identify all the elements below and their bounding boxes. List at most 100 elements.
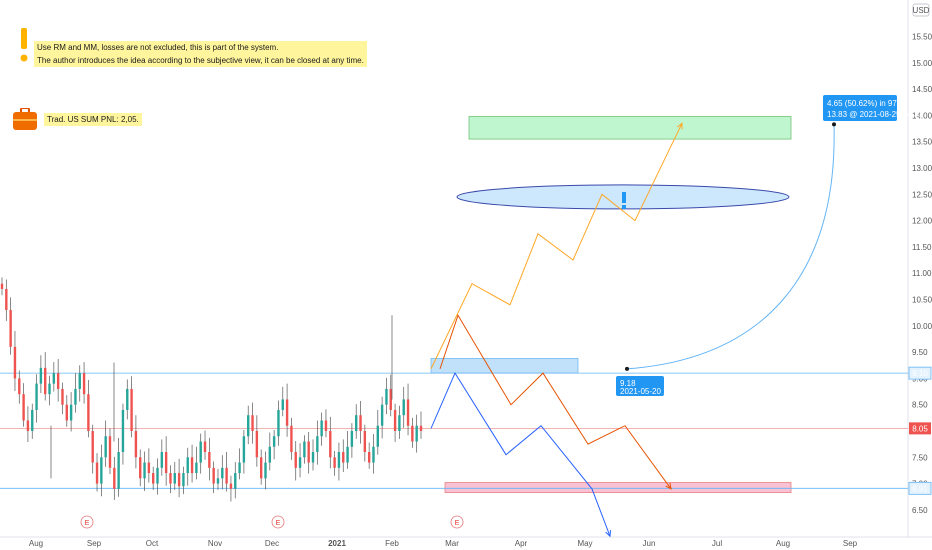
candle xyxy=(264,462,267,479)
x-tick-label: Jun xyxy=(643,539,656,548)
candle xyxy=(333,457,336,468)
candle xyxy=(277,409,280,437)
exclamation-mark-bar xyxy=(622,192,626,203)
candle xyxy=(247,415,250,437)
candle xyxy=(117,452,120,489)
candle xyxy=(251,415,254,431)
candle xyxy=(285,399,289,426)
candle xyxy=(91,431,94,463)
candle xyxy=(186,457,189,474)
candle xyxy=(87,394,90,431)
earnings-marker xyxy=(80,515,94,529)
candle xyxy=(259,457,263,479)
candle xyxy=(359,415,362,431)
candle xyxy=(316,436,319,453)
candle xyxy=(324,420,328,431)
candle xyxy=(372,446,375,463)
entry-zone xyxy=(430,358,579,374)
candle xyxy=(39,367,43,384)
candle xyxy=(311,452,315,463)
candle xyxy=(22,394,25,421)
x-tick-label: Oct xyxy=(146,539,159,548)
earnings-label: E xyxy=(85,520,90,527)
candle xyxy=(398,415,401,431)
currency-badge xyxy=(912,3,930,17)
candle xyxy=(406,399,410,426)
y-tick-label: 6.50 xyxy=(912,506,928,515)
candle xyxy=(255,431,259,458)
price-tag-label: 9.10 xyxy=(912,369,928,378)
measure-start-price: 9.18 xyxy=(620,379,636,388)
candle xyxy=(151,473,155,484)
price-tag-bg xyxy=(908,481,932,495)
candle xyxy=(346,446,349,463)
x-tick-label: Aug xyxy=(29,539,43,548)
y-tick-label: 7.50 xyxy=(912,453,928,462)
candle xyxy=(272,436,276,447)
candle xyxy=(173,473,176,484)
candle xyxy=(13,346,17,379)
y-tick-label: 14.50 xyxy=(912,85,932,94)
y-tick-label: 12.50 xyxy=(912,190,932,199)
candle xyxy=(329,431,332,458)
x-tick-label: Sep xyxy=(843,539,858,548)
measure-start-point xyxy=(625,366,629,371)
candle xyxy=(147,462,151,474)
candle xyxy=(100,457,103,484)
candle xyxy=(74,388,77,405)
candle xyxy=(402,399,405,416)
price-tag-bg xyxy=(909,422,931,435)
candle xyxy=(303,441,306,458)
candle xyxy=(242,436,246,463)
candle xyxy=(156,467,159,484)
orange-scenario-path xyxy=(430,123,683,370)
candle xyxy=(367,452,371,463)
candle xyxy=(290,425,293,453)
candle xyxy=(419,425,423,431)
candle xyxy=(134,431,138,458)
candle xyxy=(216,478,220,484)
candle xyxy=(411,425,414,442)
x-tick-label: 2021 xyxy=(328,539,346,548)
candle xyxy=(164,452,168,474)
candle xyxy=(139,457,142,479)
candle xyxy=(389,388,392,410)
candle xyxy=(203,441,207,453)
y-tick-label: 10.00 xyxy=(912,322,932,331)
exclamation-mark-dot xyxy=(622,205,626,209)
measure-arc xyxy=(626,124,835,370)
y-tick-label: 11.00 xyxy=(912,269,932,278)
x-tick-label: Dec xyxy=(265,539,279,548)
x-tick-label: Jul xyxy=(712,539,722,548)
y-tick-label: 9.50 xyxy=(912,348,928,357)
y-tick-label: 15.00 xyxy=(912,59,932,68)
candle xyxy=(234,473,237,489)
y-tick-label: 8.50 xyxy=(912,401,928,410)
candle xyxy=(363,431,367,453)
candle xyxy=(108,436,112,468)
currency-label: USD xyxy=(913,6,930,15)
price-tag-label: 6.91 xyxy=(912,484,928,493)
y-tick-label: 13.50 xyxy=(912,138,932,147)
candle xyxy=(182,473,185,487)
candle xyxy=(69,404,73,421)
candle xyxy=(26,420,30,431)
candle xyxy=(320,420,323,437)
candle xyxy=(350,431,354,447)
measure-start-time: 2021-05-20 14:30 xyxy=(620,387,684,396)
candle xyxy=(82,373,86,395)
candle xyxy=(0,283,4,289)
x-tick-label: Sep xyxy=(87,539,102,548)
note-line-2: The author introduces the idea according… xyxy=(34,54,367,67)
price-tag-label: 8.05 xyxy=(912,424,928,433)
x-tick-label: Nov xyxy=(208,539,222,548)
candle xyxy=(307,441,310,463)
candle xyxy=(225,467,228,484)
y-tick-label: 11.50 xyxy=(912,243,932,252)
candle xyxy=(380,404,384,426)
candle xyxy=(177,473,181,487)
candle xyxy=(5,288,8,311)
y-tick-label: 12.00 xyxy=(912,217,932,226)
